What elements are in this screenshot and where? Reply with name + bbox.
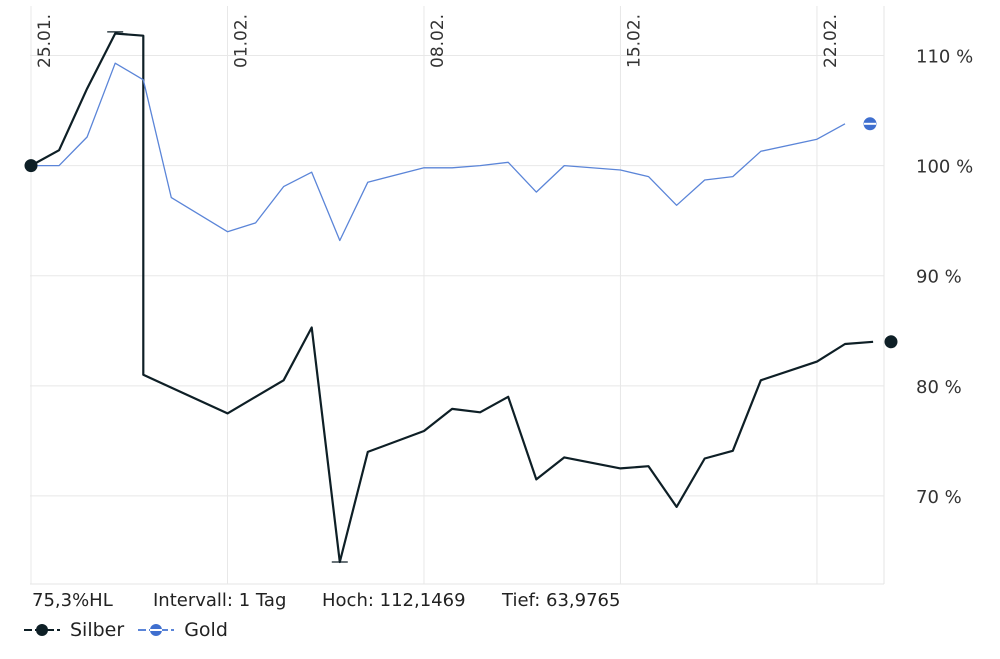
x-tick-label: 25.01. (35, 14, 55, 68)
series-line-gold (31, 62, 846, 242)
silber-start-point[interactable] (24, 159, 38, 173)
legend: Silber Gold (22, 619, 240, 641)
x-tick-label: 01.02. (231, 14, 251, 68)
gold-legend-marker-icon (138, 624, 175, 636)
ratio-label: 75,3%HL (32, 590, 113, 611)
legend-item-silber[interactable]: Silber (22, 619, 124, 641)
y-axis: 70 % 80 % 90 % 100 % 110 % (916, 47, 973, 508)
y-tick-label: 80 % (916, 377, 962, 398)
legend-label-silber: Silber (70, 619, 125, 641)
chart-series (24, 31, 898, 564)
silber-end-point[interactable] (884, 335, 898, 349)
x-tick-label: 08.02. (428, 14, 448, 68)
y-tick-label: 100 % (916, 157, 973, 178)
y-tick-label: 110 % (916, 47, 973, 68)
y-tick-label: 70 % (916, 487, 962, 508)
series-line-silber (30, 32, 874, 564)
chart-grid (30, 6, 885, 585)
legend-item-gold[interactable]: Gold (136, 619, 228, 641)
legend-label-gold: Gold (184, 619, 228, 641)
y-tick-label: 90 % (916, 267, 962, 288)
silber-legend-marker-icon (24, 624, 60, 636)
low-label: Tief: 63,9765 (502, 590, 621, 611)
x-axis: 25.01. 01.02. 08.02. 15.02. 22.02. (35, 14, 841, 68)
high-label: Hoch: 112,1469 (322, 590, 466, 611)
x-tick-label: 15.02. (624, 14, 644, 68)
x-tick-label: 22.02. (821, 14, 841, 68)
interval-label: Intervall: 1 Tag (153, 590, 287, 611)
